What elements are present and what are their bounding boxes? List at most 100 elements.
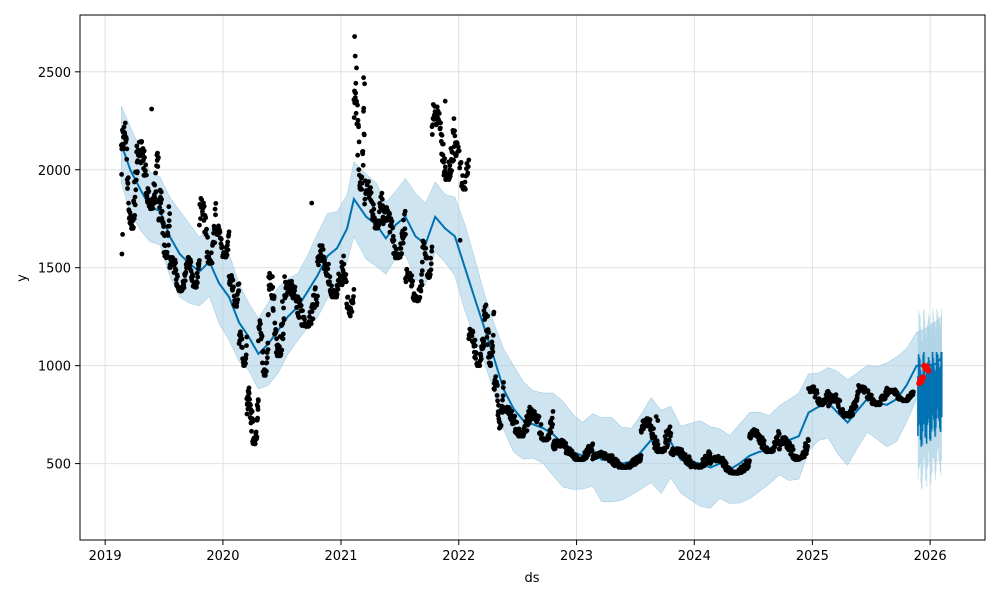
observed-point — [310, 316, 316, 322]
observed-point — [248, 402, 253, 408]
observed-point — [203, 215, 209, 221]
observed-point — [371, 202, 376, 207]
observed-point — [474, 351, 479, 356]
recent-actuals-layer — [916, 362, 932, 387]
observed-point — [362, 81, 367, 87]
observed-point — [244, 334, 250, 340]
observed-point — [119, 251, 125, 257]
observed-point — [452, 133, 458, 139]
observed-point — [387, 211, 392, 217]
observed-point — [655, 418, 661, 423]
observed-point — [419, 282, 425, 288]
observed-point — [652, 434, 658, 440]
observed-point — [390, 233, 396, 239]
observed-point — [226, 229, 232, 235]
observed-point — [389, 218, 395, 224]
observed-point — [152, 195, 158, 201]
observed-point — [911, 389, 916, 395]
observed-point — [439, 132, 445, 138]
observed-point — [150, 205, 156, 211]
y-tick-label: 1000 — [38, 360, 71, 375]
observed-point — [668, 430, 674, 436]
observed-point — [204, 226, 209, 232]
observed-point — [451, 157, 456, 163]
observed-point — [514, 419, 520, 425]
observed-point — [153, 189, 159, 195]
observed-point — [182, 278, 188, 284]
observed-point — [252, 441, 258, 447]
observed-point — [442, 98, 448, 104]
x-tick-label: 2022 — [442, 549, 475, 564]
observed-point — [539, 431, 545, 437]
observed-point — [265, 355, 270, 361]
observed-point — [181, 285, 187, 291]
observed-point — [225, 239, 231, 245]
observed-point — [353, 110, 359, 116]
observed-point — [429, 248, 435, 254]
observed-point — [167, 211, 173, 217]
observed-point — [120, 232, 125, 237]
observed-point — [440, 141, 446, 147]
observed-point — [355, 117, 361, 123]
observed-point — [204, 249, 210, 255]
y-axis-label: y — [15, 274, 30, 282]
observed-point — [347, 313, 353, 319]
observed-point — [455, 144, 461, 150]
observed-point — [155, 164, 161, 169]
observed-point — [651, 426, 656, 431]
observed-point — [175, 274, 180, 279]
observed-point — [327, 279, 332, 284]
observed-point — [442, 156, 447, 162]
observed-point — [850, 412, 856, 418]
observed-point — [362, 196, 368, 202]
observed-point — [319, 243, 325, 249]
observed-point — [423, 245, 429, 251]
observed-point — [353, 80, 359, 86]
observed-point — [217, 229, 223, 235]
observed-point — [548, 429, 554, 435]
observed-point — [343, 279, 349, 285]
observed-point — [747, 458, 752, 464]
observed-point — [351, 115, 357, 120]
observed-point — [279, 347, 285, 353]
x-axis-label: ds — [524, 571, 539, 586]
observed-point — [682, 452, 688, 457]
observed-point — [424, 255, 430, 261]
observed-point — [355, 152, 361, 158]
observed-point — [833, 392, 839, 398]
observed-point — [748, 435, 753, 441]
observed-point — [281, 305, 286, 311]
observed-point — [264, 360, 270, 366]
observed-point — [436, 111, 442, 116]
observed-point — [491, 309, 497, 315]
observed-point — [490, 343, 495, 349]
observed-point — [255, 407, 261, 412]
observed-point — [201, 203, 207, 209]
observed-point — [121, 124, 127, 130]
observed-point — [498, 422, 504, 428]
observed-point — [353, 90, 358, 96]
observed-point — [419, 268, 425, 274]
observed-point — [609, 453, 615, 459]
observed-point — [400, 240, 406, 246]
observed-point — [244, 343, 249, 348]
y-axis: 500 1000 1500 2000 2500 — [38, 66, 80, 473]
observed-point — [869, 392, 874, 398]
observed-point — [401, 217, 406, 223]
observed-point — [403, 231, 408, 237]
observed-point — [247, 397, 253, 402]
observed-point — [234, 304, 240, 309]
observed-point — [316, 262, 321, 268]
observed-point — [500, 393, 506, 399]
observed-point — [387, 229, 393, 235]
observed-point — [280, 331, 286, 337]
observed-point — [244, 411, 250, 417]
observed-point — [402, 226, 408, 232]
observed-point — [213, 212, 218, 218]
observed-point — [429, 244, 435, 250]
observed-point — [281, 317, 287, 323]
observed-point — [352, 95, 358, 100]
observed-point — [239, 336, 245, 342]
